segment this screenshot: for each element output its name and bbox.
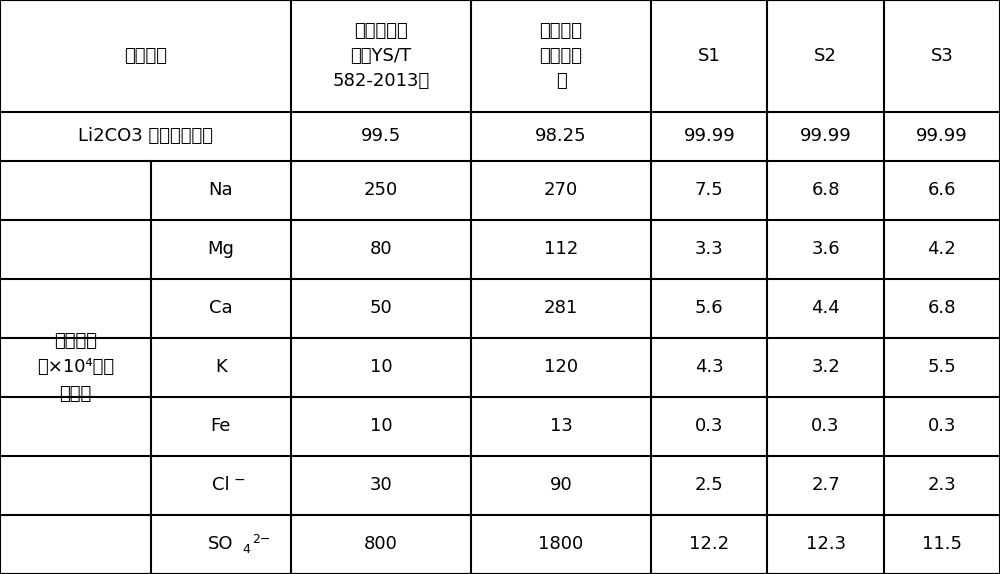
Text: 250: 250 (364, 181, 398, 199)
Text: 120: 120 (544, 358, 578, 377)
Text: 12.3: 12.3 (806, 536, 846, 553)
Text: 0.3: 0.3 (695, 417, 724, 436)
Text: 3.3: 3.3 (695, 241, 724, 258)
Text: 98.25: 98.25 (535, 127, 587, 145)
Text: 6.8: 6.8 (928, 299, 956, 317)
Text: 2.5: 2.5 (695, 476, 724, 494)
Text: S3: S3 (930, 47, 953, 65)
Text: 1800: 1800 (538, 536, 584, 553)
Text: 4.3: 4.3 (695, 358, 724, 377)
Text: 270: 270 (544, 181, 578, 199)
Text: −: − (233, 473, 245, 487)
Text: 2−: 2− (252, 533, 270, 546)
Text: Fe: Fe (211, 417, 231, 436)
Text: K: K (215, 358, 227, 377)
Text: 90: 90 (550, 476, 572, 494)
Text: 11.5: 11.5 (922, 536, 962, 553)
Text: 99.5: 99.5 (361, 127, 401, 145)
Text: 3.2: 3.2 (811, 358, 840, 377)
Text: 80: 80 (370, 241, 392, 258)
Text: SO: SO (208, 536, 234, 553)
Text: 99.99: 99.99 (800, 127, 851, 145)
Text: Ca: Ca (209, 299, 233, 317)
Text: 10: 10 (370, 358, 392, 377)
Text: Li2CO3 含量，不小于: Li2CO3 含量，不小于 (78, 127, 213, 145)
Text: 7.5: 7.5 (695, 181, 724, 199)
Text: Mg: Mg (207, 241, 234, 258)
Text: 4.4: 4.4 (811, 299, 840, 317)
Text: 0.3: 0.3 (928, 417, 956, 436)
Text: 6.6: 6.6 (928, 181, 956, 199)
Text: 6.8: 6.8 (811, 181, 840, 199)
Text: 实验用工
业级碳酸
锂: 实验用工 业级碳酸 锂 (540, 22, 583, 90)
Text: 281: 281 (544, 299, 578, 317)
Text: Cl: Cl (212, 476, 230, 494)
Text: 99.99: 99.99 (683, 127, 735, 145)
Text: 5.5: 5.5 (927, 358, 956, 377)
Text: 112: 112 (544, 241, 578, 258)
Text: 检测项目: 检测项目 (124, 47, 167, 65)
Text: 杂质含量
（×10⁴），
不大于: 杂质含量 （×10⁴）， 不大于 (37, 332, 114, 403)
Text: 10: 10 (370, 417, 392, 436)
Text: 12.2: 12.2 (689, 536, 729, 553)
Text: S2: S2 (814, 47, 837, 65)
Text: 800: 800 (364, 536, 398, 553)
Text: 2.7: 2.7 (811, 476, 840, 494)
Text: 3.6: 3.6 (811, 241, 840, 258)
Text: 电池级碳酸
锂（YS/T
582-2013）: 电池级碳酸 锂（YS/T 582-2013） (332, 22, 429, 90)
Text: 30: 30 (369, 476, 392, 494)
Text: 4.2: 4.2 (927, 241, 956, 258)
Text: 2.3: 2.3 (927, 476, 956, 494)
Text: S1: S1 (698, 47, 721, 65)
Text: 13: 13 (550, 417, 572, 436)
Text: 5.6: 5.6 (695, 299, 724, 317)
Text: 99.99: 99.99 (916, 127, 968, 145)
Text: Na: Na (209, 181, 233, 199)
Text: 50: 50 (369, 299, 392, 317)
Text: 4: 4 (242, 542, 250, 556)
Text: 0.3: 0.3 (811, 417, 840, 436)
